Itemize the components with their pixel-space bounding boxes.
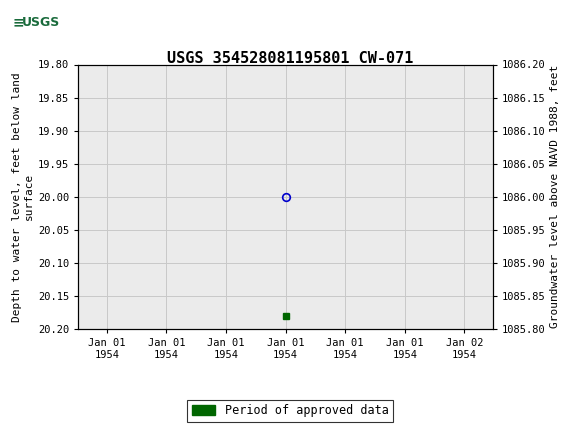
Y-axis label: Depth to water level, feet below land
surface: Depth to water level, feet below land su… — [12, 72, 34, 322]
Y-axis label: Groundwater level above NAVD 1988, feet: Groundwater level above NAVD 1988, feet — [550, 65, 560, 329]
Text: USGS 354528081195801 CW-071: USGS 354528081195801 CW-071 — [167, 51, 413, 65]
Text: USGS: USGS — [21, 16, 60, 29]
Bar — [6, 3, 75, 42]
Text: ≡: ≡ — [13, 15, 24, 30]
Legend: Period of approved data: Period of approved data — [187, 399, 393, 422]
